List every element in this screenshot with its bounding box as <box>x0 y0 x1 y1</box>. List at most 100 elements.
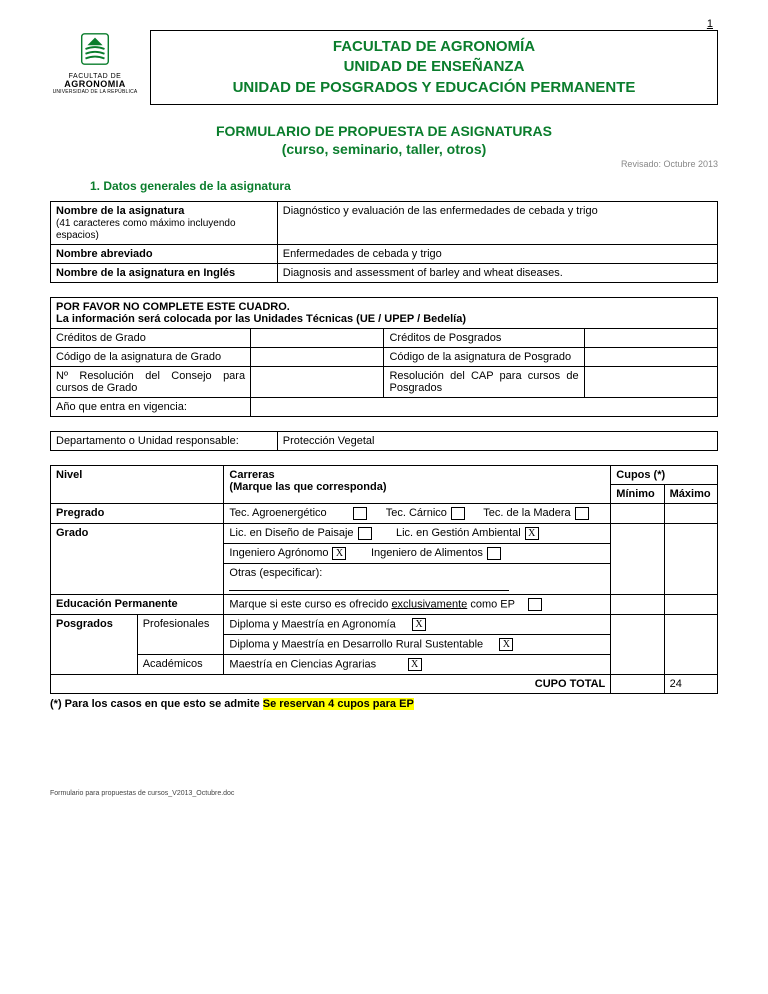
ep-min <box>611 594 664 614</box>
section-1-heading: 1. Datos generales de la asignatura <box>90 179 718 193</box>
form-title-2: (curso, seminario, taller, otros) <box>50 141 718 157</box>
grado-label: Grado <box>51 523 224 594</box>
codigo-posgrado-value <box>584 347 717 366</box>
ep-line-pre: Marque si este curso es ofrecido <box>229 598 391 610</box>
posgrados-max <box>664 614 717 674</box>
abrev-value: Enfermedades de cebada y trigo <box>277 244 717 263</box>
table-row: Nº Resolución del Consejo para cursos de… <box>51 366 718 397</box>
maximo-header: Máximo <box>664 484 717 503</box>
table-row: POR FAVOR NO COMPLETE ESTE CUADRO. La in… <box>51 297 718 328</box>
checkbox-ingagro[interactable]: X <box>332 547 346 560</box>
table-row: Grado Lic. en Diseño de Paisaje Lic. en … <box>51 523 718 543</box>
asignatura-table: Nombre de la asignatura (41 caracteres c… <box>50 201 718 283</box>
checkbox-diprural[interactable]: X <box>499 638 513 651</box>
carreras-table: Nivel Carreras (Marque las que correspon… <box>50 465 718 694</box>
ep-label: Educación Permanente <box>51 594 224 614</box>
nivel-header: Nivel <box>51 465 224 503</box>
grado-max <box>664 523 717 594</box>
creditos-grado-label: Créditos de Grado <box>51 328 251 347</box>
table-row: Nombre de la asignatura (41 caracteres c… <box>51 201 718 244</box>
creditos-grado-value <box>251 328 384 347</box>
ep-max <box>664 594 717 614</box>
checkbox-maestria[interactable]: X <box>408 658 422 671</box>
departamento-table: Departamento o Unidad responsable: Prote… <box>50 431 718 451</box>
carrera-paisaje: Lic. en Diseño de Paisaje <box>229 527 353 539</box>
header-row: FACULTAD DE AGRONOMIA UNIVERSIDAD DE LA … <box>50 30 718 105</box>
footer-filename: Formulario para propuestas de cursos_V20… <box>50 790 718 797</box>
logo-block: FACULTAD DE AGRONOMIA UNIVERSIDAD DE LA … <box>50 30 140 96</box>
footnote-pre: (*) Para los casos en que esto se admite <box>50 698 263 710</box>
cupo-total-value: 24 <box>664 674 717 693</box>
header-line3: UNIDAD DE POSGRADOS Y EDUCACIÓN PERMANEN… <box>159 78 709 98</box>
resol-grado-value <box>251 366 384 397</box>
nombre-label: Nombre de la asignatura <box>56 205 184 217</box>
ingles-label: Nombre de la asignatura en Inglés <box>51 263 278 282</box>
academicos-label: Académicos <box>137 654 224 674</box>
pregrado-max <box>664 503 717 523</box>
checkbox-madera[interactable] <box>575 507 589 520</box>
pregrado-label: Pregrado <box>51 503 224 523</box>
creditos-posgrado-value <box>584 328 717 347</box>
resol-posgrado-label: Resolución del CAP para cursos de Posgra… <box>384 366 584 397</box>
carrera-dipagro: Diploma y Maestría en Agronomía <box>229 618 395 630</box>
table-row: Año que entra en vigencia: <box>51 397 718 416</box>
header-line1: FACULTAD DE AGRONOMÍA <box>159 37 709 57</box>
carrera-diprural: Diploma y Maestría en Desarrollo Rural S… <box>229 638 483 650</box>
ep-line-und: exclusivamente <box>391 598 467 610</box>
footnote: (*) Para los casos en que esto se admite… <box>50 698 718 710</box>
table-row: Nivel Carreras (Marque las que correspon… <box>51 465 718 484</box>
carrera-ingagro: Ingeniero Agrónomo <box>229 547 328 559</box>
resol-grado-label: Nº Resolución del Consejo para cursos de… <box>51 366 251 397</box>
carrera-carnico: Tec. Cárnico <box>386 507 447 519</box>
table-row: Nombre de la asignatura en Inglés Diagno… <box>51 263 718 282</box>
warn-line2: La información será colocada por las Uni… <box>56 313 466 325</box>
cupo-total-min <box>611 674 664 693</box>
checkbox-dipagro[interactable]: X <box>412 618 426 631</box>
warn-line1: POR FAVOR NO COMPLETE ESTE CUADRO. <box>56 301 290 313</box>
ep-line-post: como EP <box>467 598 515 610</box>
footnote-highlight: Se reservan 4 cupos para EP <box>263 698 414 710</box>
table-row: CUPO TOTAL 24 <box>51 674 718 693</box>
checkbox-agro[interactable] <box>353 507 367 520</box>
checkbox-carnico[interactable] <box>451 507 465 520</box>
table-row: Departamento o Unidad responsable: Prote… <box>51 431 718 450</box>
codigo-grado-value <box>251 347 384 366</box>
table-row: Posgrados Profesionales Diploma y Maestr… <box>51 614 718 634</box>
checkbox-paisaje[interactable] <box>358 527 372 540</box>
page-number: 1 <box>707 18 713 30</box>
checkbox-ambiental[interactable]: X <box>525 527 539 540</box>
codigo-grado-label: Código de la asignatura de Grado <box>51 347 251 366</box>
checkbox-ep[interactable] <box>528 598 542 611</box>
header-line2: UNIDAD DE ENSEÑANZA <box>159 57 709 77</box>
form-title-1: FORMULARIO DE PROPUESTA DE ASIGNATURAS <box>50 123 718 139</box>
table-row: Nombre abreviado Enfermedades de cebada … <box>51 244 718 263</box>
carrera-ingalim: Ingeniero de Alimentos <box>371 547 483 559</box>
vigencia-value <box>251 397 718 416</box>
creditos-posgrado-label: Créditos de Posgrados <box>384 328 584 347</box>
carreras-header: Carreras <box>229 469 274 481</box>
codigo-posgrado-label: Código de la asignatura de Posgrado <box>384 347 584 366</box>
header-title-box: FACULTAD DE AGRONOMÍA UNIDAD DE ENSEÑANZ… <box>150 30 718 105</box>
carrera-otras: Otras (especificar): <box>229 567 322 579</box>
cupos-header: Cupos (*) <box>611 465 718 484</box>
table-row: Educación Permanente Marque si este curs… <box>51 594 718 614</box>
minimo-header: Mínimo <box>611 484 664 503</box>
logo-uni-line: UNIVERSIDAD DE LA REPÚBLICA <box>50 90 140 96</box>
table-row: Pregrado Tec. Agroenergético Tec. Cárnic… <box>51 503 718 523</box>
carrera-agro: Tec. Agroenergético <box>229 507 349 519</box>
depto-label: Departamento o Unidad responsable: <box>51 431 278 450</box>
depto-value: Protección Vegetal <box>277 431 717 450</box>
table-row: Código de la asignatura de Grado Código … <box>51 347 718 366</box>
otras-fill-line[interactable] <box>229 580 509 591</box>
carreras-subheader: (Marque las que corresponda) <box>229 481 386 493</box>
abrev-label: Nombre abreviado <box>51 244 278 263</box>
posgrados-label: Posgrados <box>51 614 138 674</box>
institution-logo-icon <box>76 30 114 68</box>
checkbox-ingalim[interactable] <box>487 547 501 560</box>
nombre-value: Diagnóstico y evaluación de las enfermed… <box>277 201 717 244</box>
vigencia-label: Año que entra en vigencia: <box>51 397 251 416</box>
pregrado-min <box>611 503 664 523</box>
resol-posgrado-value <box>584 366 717 397</box>
revision-date: Revisado: Octubre 2013 <box>50 159 718 169</box>
cupo-total-label: CUPO TOTAL <box>51 674 611 693</box>
